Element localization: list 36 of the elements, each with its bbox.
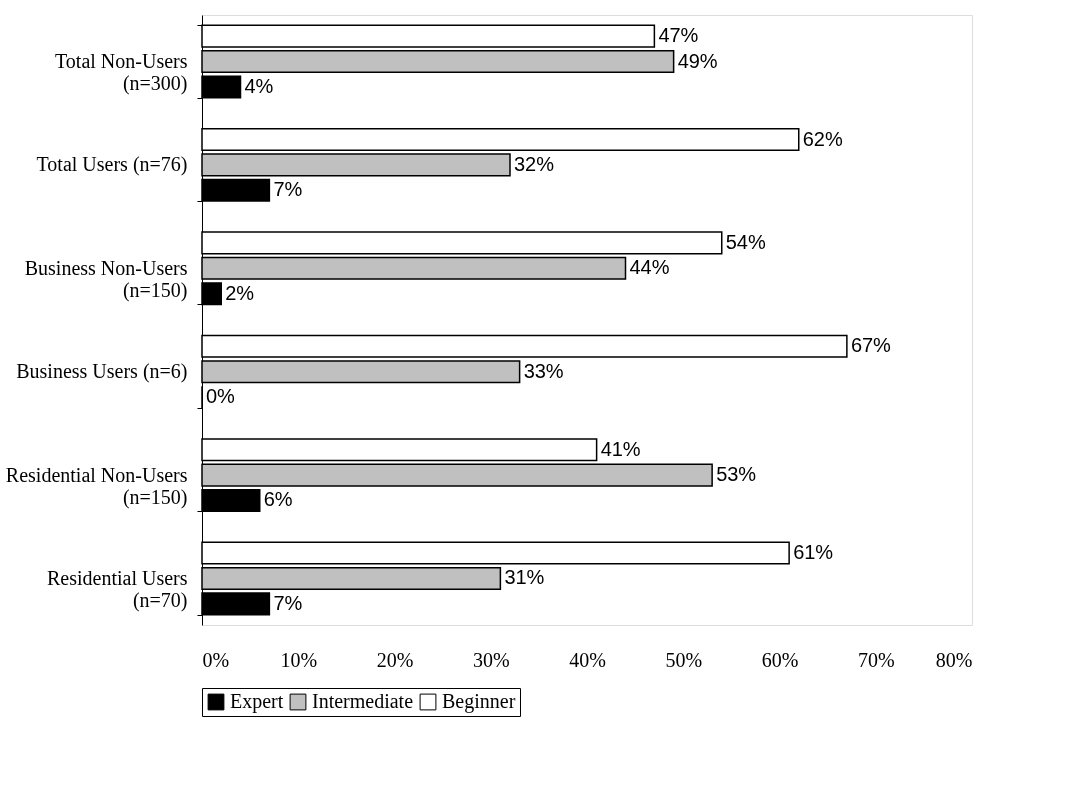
y-tick-label: Residential Users (n=70) xyxy=(46,566,188,612)
y-tick-label: Business Users (n=6) xyxy=(16,360,188,384)
data-label: 67% xyxy=(850,334,892,357)
x-tick-label: 60% xyxy=(761,648,799,671)
data-label: 44% xyxy=(629,256,670,279)
y-tick-label: Residential Non-Users (n=150) xyxy=(5,463,188,509)
data-label: 61% xyxy=(793,541,834,564)
data-label: 7% xyxy=(273,591,303,614)
x-tick-label: 0% xyxy=(202,648,230,671)
legend-label: Intermediate xyxy=(312,690,414,712)
data-label: 31% xyxy=(504,566,545,589)
data-label: 2% xyxy=(225,281,255,304)
data-label: 4% xyxy=(244,74,274,97)
legend-label: Expert xyxy=(230,690,284,713)
legend-label: Beginner xyxy=(442,690,516,713)
data-label: 0% xyxy=(206,385,236,408)
data-label: 32% xyxy=(514,152,555,175)
y-tick-label: Business Non-Users (n=150) xyxy=(24,256,188,302)
x-tick-label: 10% xyxy=(280,648,318,671)
x-tick-label: 20% xyxy=(376,648,414,671)
data-label: 6% xyxy=(263,488,293,511)
data-label: 47% xyxy=(658,24,699,47)
data-label: 53% xyxy=(716,463,757,486)
data-label: 33% xyxy=(523,359,564,382)
data-label: 7% xyxy=(273,178,303,201)
x-tick-label: 40% xyxy=(569,648,606,671)
data-label: 62% xyxy=(802,127,843,150)
data-label: 49% xyxy=(677,49,718,72)
data-label: 54% xyxy=(725,230,766,253)
x-tick-label: 80% xyxy=(935,648,973,671)
x-tick-label: 70% xyxy=(857,648,895,671)
x-tick-label: 30% xyxy=(472,648,510,671)
data-label: 41% xyxy=(600,437,641,460)
y-tick-label: Total Non-Users (n=300) xyxy=(55,50,188,96)
x-tick-label: 50% xyxy=(665,648,703,671)
y-tick-label: Total Users (n=76) xyxy=(36,153,188,177)
